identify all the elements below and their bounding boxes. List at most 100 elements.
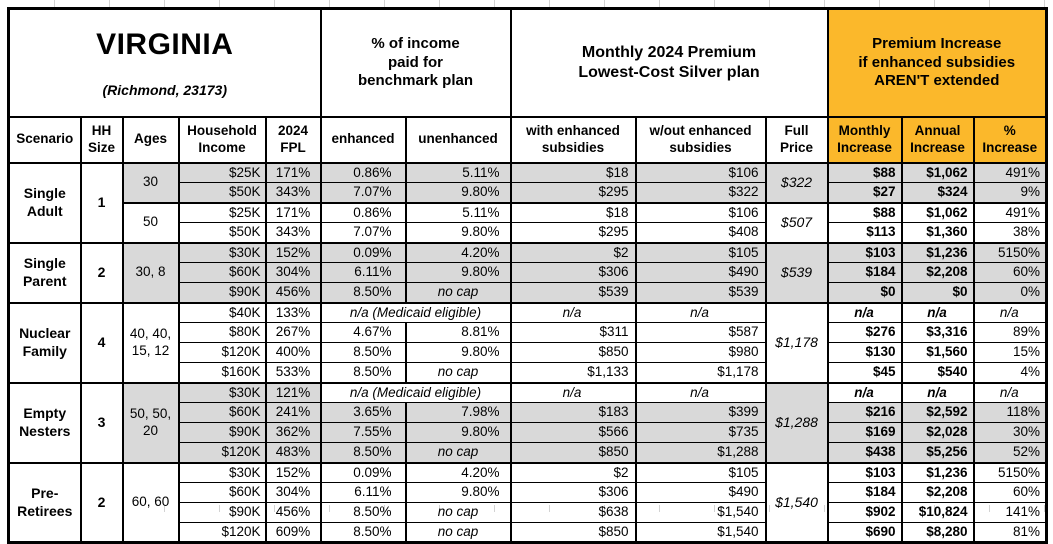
- wout-subsidies-cell: $105: [634, 241, 767, 264]
- unenhanced-pct-cell: 4.20%: [404, 461, 512, 484]
- pct-increase-cell: 60%: [972, 262, 1048, 284]
- annual-increase-cell: $1,560: [900, 342, 975, 364]
- ages-cell: 30, 8: [121, 241, 180, 304]
- monthly-increase-cell: $184: [826, 262, 903, 284]
- with-subsidies-cell: $295: [509, 222, 637, 244]
- enhanced-pct-cell: 3.65%: [319, 402, 407, 424]
- pct-increase-cell: 30%: [972, 422, 1048, 444]
- ages-cell: 40, 40, 15, 12: [121, 301, 180, 384]
- pct-increase-cell: 89%: [972, 322, 1048, 344]
- annual-increase-cell: $1,236: [900, 461, 975, 484]
- header-row-sections: VIRGINIA (Richmond, 23173) % of income p…: [7, 7, 1048, 118]
- wout-subsidies-cell: $539: [634, 282, 767, 304]
- income-cell: $90K: [177, 502, 267, 524]
- monthly-increase-cell: $130: [826, 342, 903, 364]
- wout-subsidies-cell: $106: [634, 161, 767, 184]
- wout-subsidies-cell: $490: [634, 482, 767, 504]
- scenario-cell: Single Parent: [7, 241, 82, 304]
- section-increase-header: Premium Increase if enhanced subsidies A…: [826, 7, 1048, 118]
- pct-increase-cell: 491%: [972, 201, 1048, 224]
- ages-cell: 60, 60: [121, 461, 180, 544]
- pct-increase-cell: n/a: [972, 381, 1048, 404]
- monthly-increase-cell: $88: [826, 161, 903, 184]
- with-subsidies-cell: $638: [509, 502, 637, 524]
- table-row: 50 $25K 171% 0.86% 5.11% $18 $106 $507 $88 $1,062…: [9, 201, 1048, 244]
- wout-subsidies-cell: $399: [634, 402, 767, 424]
- annual-increase-cell: $2,208: [900, 482, 975, 504]
- col-header-unenhanced: unenhanced: [404, 116, 512, 164]
- unenhanced-pct-cell: 8.81%: [404, 322, 512, 344]
- pct-increase-cell: n/a: [972, 301, 1048, 324]
- col-header-hh-size: HH Size: [79, 116, 124, 164]
- income-cell: $90K: [177, 422, 267, 444]
- wout-subsidies-cell: $1,540: [634, 502, 767, 524]
- income-cell: $30K: [177, 461, 267, 484]
- fpl-cell: 121%: [264, 381, 322, 404]
- wout-subsidies-cell: $1,540: [634, 522, 767, 544]
- unenhanced-pct-cell: 9.80%: [404, 262, 512, 284]
- full-price-cell: $1,540: [764, 461, 829, 544]
- hh-size-cell: 2: [79, 241, 124, 304]
- monthly-increase-cell: $438: [826, 442, 903, 464]
- enhanced-pct-cell: 6.11%: [319, 262, 407, 284]
- fpl-cell: 133%: [264, 301, 322, 324]
- monthly-increase-cell: n/a: [826, 381, 903, 404]
- col-header-with-subsidies: with enhanced subsidies: [509, 116, 637, 164]
- unenhanced-pct-cell: no cap: [404, 522, 512, 544]
- with-subsidies-cell: $850: [509, 522, 637, 544]
- with-subsidies-cell: $306: [509, 482, 637, 504]
- with-subsidies-cell: $2: [509, 241, 637, 264]
- full-price-cell: $1,288: [764, 381, 829, 464]
- col-header-ages: Ages: [121, 116, 180, 164]
- with-subsidies-cell: $295: [509, 182, 637, 204]
- enhanced-pct-cell: 0.09%: [319, 241, 407, 264]
- income-cell: $60K: [177, 482, 267, 504]
- pct-increase-cell: 5150%: [972, 241, 1048, 264]
- pct-increase-cell: 9%: [972, 182, 1048, 204]
- wout-subsidies-cell: $735: [634, 422, 767, 444]
- enhanced-pct-cell: 7.07%: [319, 182, 407, 204]
- wout-subsidies-cell: $408: [634, 222, 767, 244]
- fpl-cell: 483%: [264, 442, 322, 464]
- unenhanced-pct-cell: 5.11%: [404, 161, 512, 184]
- scenario-cell: Single Adult: [7, 161, 82, 244]
- annual-increase-cell: $3,316: [900, 322, 975, 344]
- pct-increase-cell: 60%: [972, 482, 1048, 504]
- table-row: $120K 483% 8.50% no cap $850 $1,288 $438 $5,256…: [9, 442, 1048, 464]
- monthly-increase-cell: $88: [826, 201, 903, 224]
- wout-subsidies-cell: n/a: [634, 301, 767, 324]
- pct-increase-cell: 52%: [972, 442, 1048, 464]
- fpl-cell: 362%: [264, 422, 322, 444]
- fpl-cell: 343%: [264, 222, 322, 244]
- annual-increase-cell: $2,592: [900, 402, 975, 424]
- with-subsidies-cell: $850: [509, 442, 637, 464]
- with-subsidies-cell: $306: [509, 262, 637, 284]
- enhanced-pct-cell: 0.09%: [319, 461, 407, 484]
- medicaid-note-cell: n/a (Medicaid eligible): [319, 381, 512, 404]
- fpl-cell: 304%: [264, 262, 322, 284]
- income-cell: $30K: [177, 381, 267, 404]
- enhanced-pct-cell: 8.50%: [319, 282, 407, 304]
- table-body: Single Adult 1 30 $25K 171% 0.86% 5.11% $18 $106…: [7, 161, 1048, 544]
- fpl-cell: 343%: [264, 182, 322, 204]
- col-header-income: Household Income: [177, 116, 267, 164]
- annual-increase-cell: n/a: [900, 381, 975, 404]
- monthly-increase-cell: $902: [826, 502, 903, 524]
- state-location: (Richmond, 23173): [102, 82, 227, 98]
- with-subsidies-cell: n/a: [509, 301, 637, 324]
- income-cell: $30K: [177, 241, 267, 264]
- wout-subsidies-cell: $587: [634, 322, 767, 344]
- enhanced-pct-cell: 0.86%: [319, 201, 407, 224]
- enhanced-pct-cell: 8.50%: [319, 362, 407, 384]
- scenario-cell: Empty Nesters: [7, 381, 82, 464]
- unenhanced-pct-cell: 9.80%: [404, 482, 512, 504]
- income-cell: $160K: [177, 362, 267, 384]
- unenhanced-pct-cell: 9.80%: [404, 342, 512, 364]
- annual-increase-cell: $1,062: [900, 161, 975, 184]
- fpl-cell: 241%: [264, 402, 322, 424]
- annual-increase-cell: $0: [900, 282, 975, 304]
- income-cell: $50K: [177, 222, 267, 244]
- pct-increase-cell: 491%: [972, 161, 1048, 184]
- income-cell: $120K: [177, 522, 267, 544]
- medicaid-note-cell: n/a (Medicaid eligible): [319, 301, 512, 324]
